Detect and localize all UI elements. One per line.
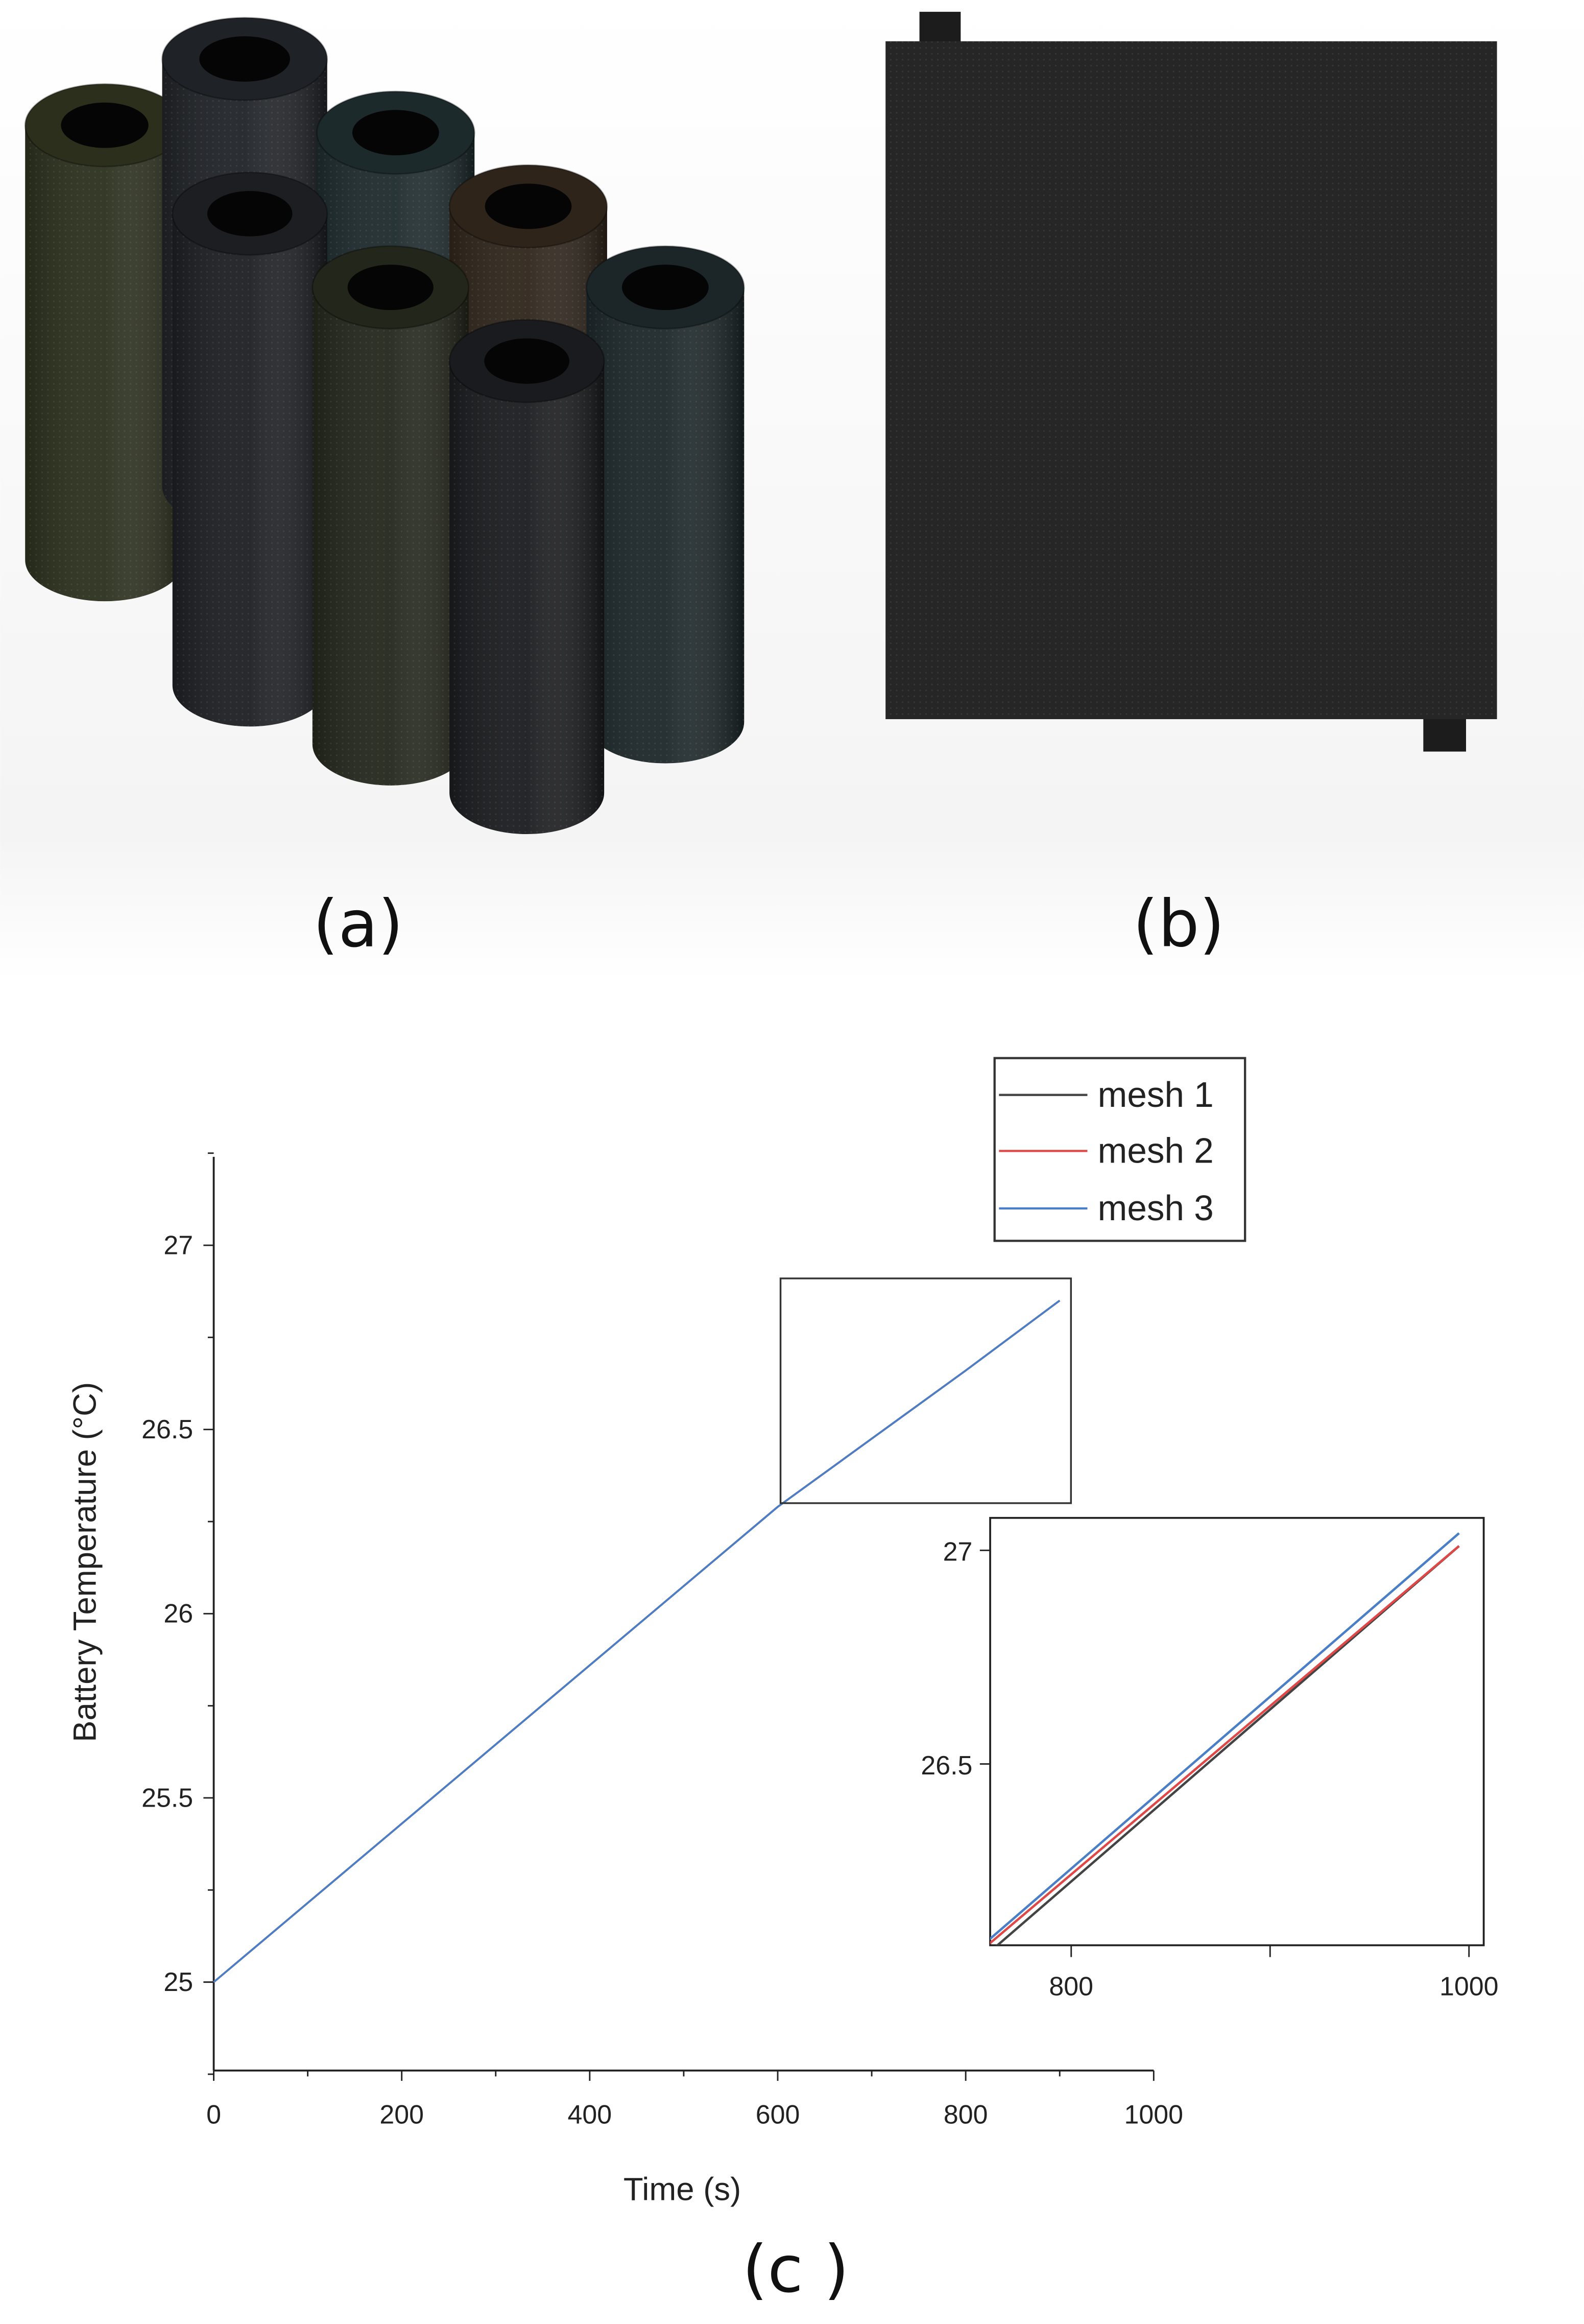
inset-chart: 800 1000 26.5 27	[921, 1516, 1499, 2002]
y-axis-label: Battery Temperature (°C)	[67, 1382, 103, 1742]
cylinder-mesh	[449, 361, 605, 835]
cylinder	[24, 83, 185, 602]
cylinder-hole	[484, 338, 569, 384]
x-tick-label: 400	[568, 2100, 612, 2130]
zoom-region-box	[779, 1277, 1072, 1504]
cylinder	[311, 245, 470, 786]
legend-label-mesh2: mesh 2	[1098, 1130, 1214, 1170]
legend-label-mesh3: mesh 3	[1098, 1188, 1214, 1228]
series-line-mesh3	[213, 1299, 1061, 1983]
x-tick-label: 1000	[1124, 2100, 1184, 2130]
x-axis-label: Time (s)	[623, 2172, 741, 2208]
y-tick-label: 25.5	[141, 1783, 193, 1813]
panel-a-label: (a)	[313, 886, 403, 961]
panel-a-cylinders	[24, 17, 745, 835]
inset-x-tick-label: 1000	[1439, 1972, 1499, 2002]
x-tick-label: 800	[944, 2100, 988, 2130]
cylinder	[172, 172, 328, 727]
legend-box	[993, 1057, 1246, 1242]
panel-c-label: (c )	[742, 2232, 849, 2307]
cylinder-mesh	[25, 125, 184, 602]
cylinder	[586, 245, 745, 764]
cylinder-hole	[199, 36, 291, 82]
inset-x-tick-label: 800	[1049, 1972, 1093, 2002]
cylinder-mesh	[586, 287, 745, 764]
plate-tab-bottom	[1423, 716, 1466, 752]
legend: mesh 1 mesh 2 mesh 3	[993, 1057, 1246, 1242]
cylinder-hole	[621, 265, 709, 311]
series-line-mesh2	[213, 1299, 1061, 1983]
cylinder-mesh	[172, 214, 327, 727]
plate-tab-top	[919, 12, 961, 48]
legend-label-mesh1: mesh 1	[1098, 1075, 1214, 1114]
inset-y-tick-label: 26.5	[921, 1751, 972, 1781]
cylinder-hole	[485, 183, 572, 229]
cylinder-hole	[352, 110, 439, 156]
cylinder-mesh	[312, 287, 469, 786]
y-tick-label: 26.5	[141, 1415, 193, 1444]
y-tick-label: 26	[163, 1599, 193, 1629]
cylinder-hole	[207, 191, 293, 236]
cylinder-hole	[61, 102, 149, 148]
inset-series-line-mesh3	[990, 1532, 1460, 1940]
cylinder	[448, 319, 605, 835]
y-tick-label: 27	[163, 1230, 193, 1260]
y-tick-label: 25	[163, 1967, 193, 1997]
x-tick-label: 600	[756, 2100, 800, 2130]
series-line-mesh1	[213, 1299, 1061, 1983]
x-tick-label: 0	[206, 2100, 221, 2130]
panel-b-plate	[885, 12, 1497, 752]
panel-b-label: (b)	[1133, 886, 1225, 961]
cylinder-hole	[347, 265, 434, 311]
x-tick-label: 200	[379, 2100, 424, 2130]
chart-c: 0 200 400 600 800 1000 25 25.5 26 26.5 27 800 1000 26…	[141, 1152, 1499, 2130]
inset-y-tick-label: 27	[943, 1537, 973, 1567]
inset-series-line-mesh2	[990, 1545, 1460, 1944]
